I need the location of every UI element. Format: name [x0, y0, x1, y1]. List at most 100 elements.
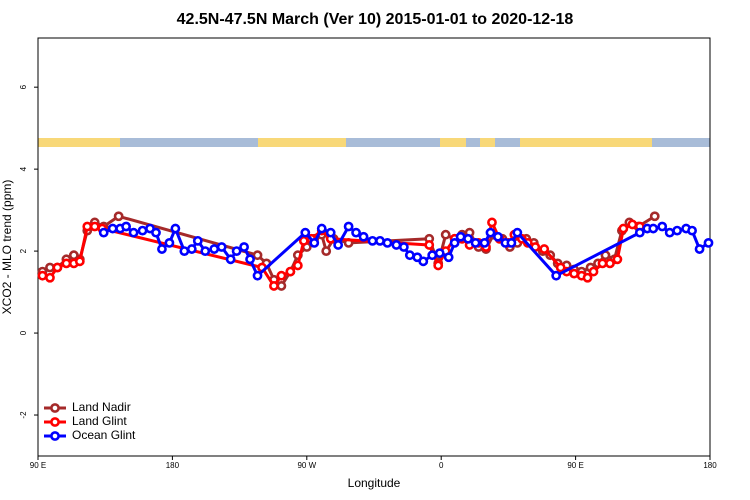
legend-swatch-point — [50, 403, 60, 413]
point — [703, 238, 714, 248]
point — [487, 217, 497, 228]
point — [551, 270, 562, 281]
point — [325, 227, 336, 238]
point — [225, 254, 236, 265]
point — [672, 225, 683, 236]
chart-title: 42.5N-47.5N March (Ver 10) 2015-01-01 to… — [177, 11, 574, 28]
point — [404, 250, 415, 261]
point — [627, 219, 638, 230]
point — [694, 244, 705, 254]
point — [433, 260, 444, 271]
point — [45, 272, 55, 283]
point — [506, 238, 517, 248]
ocean-strip — [38, 138, 710, 147]
point — [276, 270, 287, 281]
point — [443, 252, 454, 263]
point — [512, 227, 523, 238]
legend-swatch-point — [50, 417, 60, 427]
point — [605, 258, 615, 269]
point — [269, 281, 279, 291]
point — [382, 238, 393, 248]
point — [449, 238, 460, 248]
point — [391, 240, 402, 250]
y-axis-label: XCO2 - MLO trend (ppm) — [0, 180, 14, 315]
x-tick-label: 0 — [439, 461, 444, 470]
point — [151, 227, 161, 238]
point — [170, 223, 181, 234]
x-tick-label: 180 — [166, 461, 180, 470]
point — [569, 268, 580, 279]
point — [245, 254, 255, 265]
point — [470, 238, 481, 248]
point — [252, 270, 263, 281]
point — [648, 223, 659, 234]
point — [367, 235, 378, 246]
legend-swatch-point — [50, 431, 60, 441]
point — [179, 246, 190, 256]
point — [597, 258, 608, 269]
point — [209, 244, 220, 254]
land-strip — [258, 138, 346, 147]
point — [186, 244, 197, 254]
land-ocean-band — [38, 138, 710, 147]
point — [89, 221, 100, 232]
x-tick-label: 180 — [703, 461, 717, 470]
point — [358, 231, 369, 242]
x-tick-label: 90 E — [567, 461, 583, 470]
point — [45, 262, 55, 273]
point — [618, 223, 629, 234]
point — [455, 231, 466, 242]
y-tick-label: 6 — [19, 84, 28, 89]
land-strip — [38, 138, 120, 147]
point — [121, 221, 132, 232]
point — [582, 272, 593, 283]
point — [276, 281, 287, 291]
point — [479, 238, 490, 248]
point — [634, 227, 645, 238]
point — [418, 256, 429, 267]
point — [37, 270, 48, 281]
land-strip — [480, 138, 495, 147]
point — [137, 225, 148, 236]
point — [231, 246, 242, 256]
x-tick-label: 90 E — [30, 461, 46, 470]
point — [82, 221, 93, 232]
point — [52, 262, 63, 273]
point — [113, 211, 124, 222]
point — [333, 240, 344, 250]
legend-label: Land Nadir — [72, 400, 131, 414]
point — [612, 254, 623, 265]
point — [440, 229, 451, 240]
point — [493, 231, 503, 242]
point — [252, 250, 263, 261]
point — [74, 256, 85, 267]
land-strip — [440, 138, 466, 147]
legend-label: Land Glint — [72, 414, 127, 428]
point — [463, 233, 473, 244]
point — [657, 221, 668, 232]
point — [292, 260, 303, 271]
y-tick-label: 0 — [19, 330, 28, 335]
point — [343, 221, 354, 232]
point — [309, 238, 320, 248]
y-tick-label: 4 — [19, 166, 28, 171]
point — [128, 227, 139, 238]
point — [588, 266, 599, 277]
point — [649, 211, 660, 222]
point — [351, 227, 361, 238]
point — [687, 225, 697, 236]
land-strip — [520, 138, 652, 147]
point — [216, 242, 227, 252]
point — [424, 240, 435, 250]
point — [107, 223, 118, 234]
point — [61, 258, 72, 269]
x-tick-label: 90 W — [297, 461, 316, 470]
point — [239, 242, 249, 252]
point — [434, 248, 445, 259]
point — [192, 235, 203, 246]
point — [200, 246, 211, 256]
y-tick-label: -2 — [19, 411, 28, 419]
point — [316, 223, 327, 234]
x-axis-label: Longitude — [348, 476, 401, 490]
